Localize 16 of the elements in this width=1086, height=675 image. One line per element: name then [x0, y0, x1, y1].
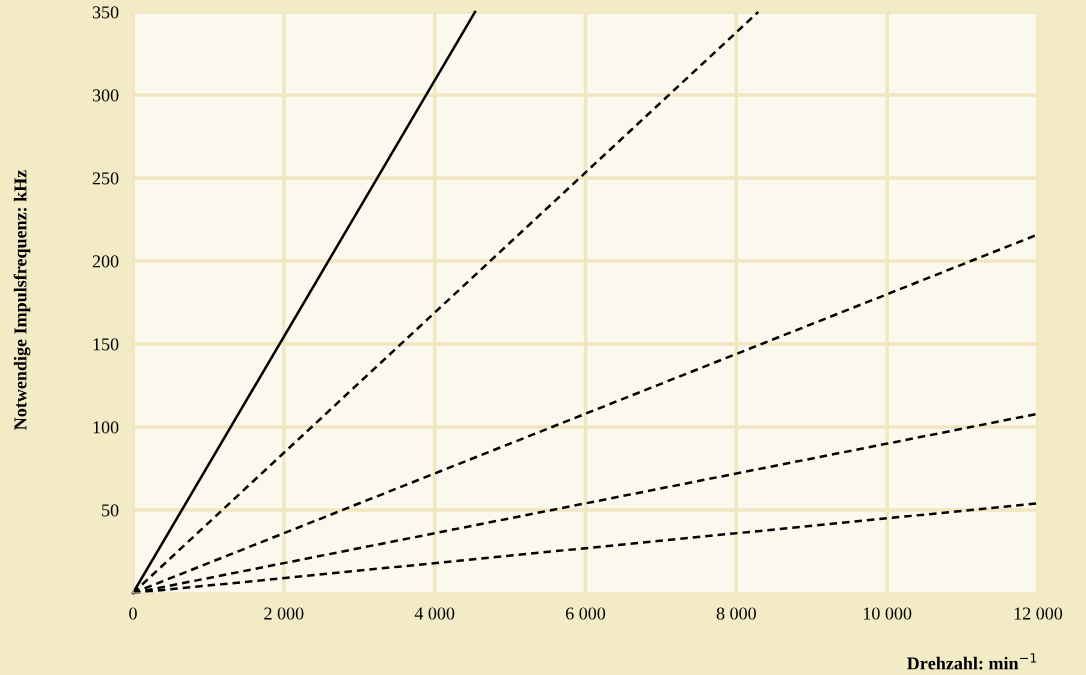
x-tick-label: 6 000 — [565, 607, 606, 620]
y-tick-label: 300 — [92, 89, 119, 102]
x-tick-label: 0 — [129, 607, 137, 620]
y-tick-label: 100 — [93, 421, 119, 434]
y-tick-label: 50 — [102, 504, 119, 517]
y-tick-label: 350 — [92, 6, 119, 19]
x-tick-label: 12 000 — [1014, 607, 1063, 620]
x-tick-label: 10 000 — [863, 607, 912, 620]
x-axis-title: Drehzahl: min$^{−1}$ — [907, 653, 1037, 670]
x-tick-label: 8 000 — [716, 607, 756, 620]
x-tick-label: 4 000 — [414, 607, 455, 620]
x-tick-label: 2 000 — [264, 607, 304, 620]
y-axis-title: Notwendige Impulsfrequenz: kHz — [13, 170, 31, 430]
y-tick-label: 200 — [92, 255, 119, 268]
y-tick-label: 150 — [93, 338, 119, 351]
y-tick-label: 250 — [92, 172, 119, 185]
